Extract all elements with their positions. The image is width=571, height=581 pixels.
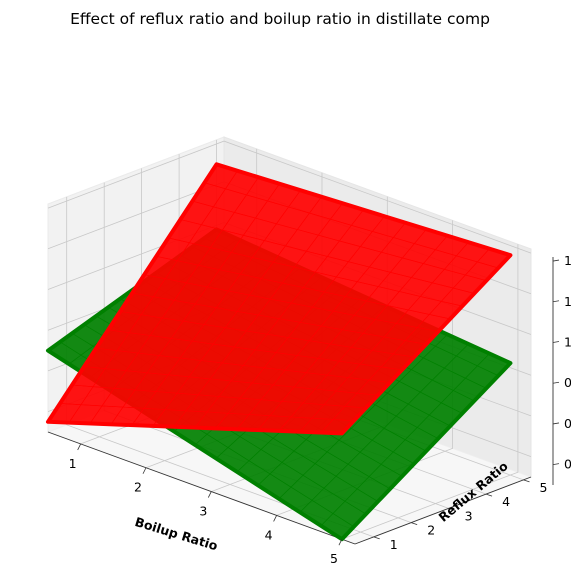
surface-edge bbox=[46, 162, 513, 436]
y-tick-mark bbox=[373, 536, 380, 540]
y-tick-mark bbox=[523, 479, 530, 483]
z-tick-label: 0.6 bbox=[564, 416, 571, 431]
z-tick-mark bbox=[552, 381, 560, 384]
x-tick-mark bbox=[273, 515, 277, 522]
y-tick-label: 4 bbox=[502, 494, 510, 509]
y-tick-label: 2 bbox=[427, 523, 435, 538]
x-tick-label: 5 bbox=[330, 551, 338, 566]
x-tick-label: 2 bbox=[134, 480, 142, 495]
x-tick-mark bbox=[77, 443, 82, 451]
z-tick-mark bbox=[552, 300, 560, 303]
z-tick-label: 1.2 bbox=[564, 294, 571, 309]
z-tick-label: 1.4 bbox=[564, 253, 571, 268]
gridline-x bbox=[341, 244, 519, 540]
z-tick-mark bbox=[552, 463, 560, 466]
x-tick-mark bbox=[142, 467, 147, 474]
x-tick-label: 1 bbox=[69, 456, 77, 471]
gridline-y bbox=[66, 196, 374, 538]
y-tick-label: 3 bbox=[465, 508, 473, 523]
z-tick-label: 0.4 bbox=[564, 457, 571, 472]
y-tick-label: 5 bbox=[540, 480, 548, 495]
data-surfaces bbox=[46, 162, 513, 542]
chart-title: Effect of reflux ratio and boilup ratio … bbox=[70, 10, 490, 28]
z-tick-mark bbox=[552, 259, 560, 262]
x-axis-label: Boilup Ratio bbox=[133, 514, 220, 554]
z-tick-label: 0.8 bbox=[564, 375, 571, 390]
z-tick-mark bbox=[552, 422, 560, 425]
x-tick-mark bbox=[338, 539, 343, 546]
y-tick-mark bbox=[448, 507, 455, 511]
y-axis-line bbox=[354, 476, 532, 545]
tick-labels: 1 2 3 4 5 1 2 3 4 5 0.4 0.6 0.8 1.0 1.2 1.4 bbox=[69, 253, 571, 566]
axes bbox=[47, 257, 554, 545]
x-tick-label: 3 bbox=[199, 504, 207, 519]
x-tick-mark bbox=[207, 491, 212, 498]
gridline-z bbox=[47, 140, 532, 254]
z-tick-label: 1.0 bbox=[564, 335, 571, 350]
surface-series-red bbox=[46, 162, 513, 436]
z-tick-mark bbox=[552, 341, 560, 343]
y-tick-mark bbox=[411, 522, 418, 525]
x-tick-label: 4 bbox=[265, 527, 273, 542]
y-tick-label: 1 bbox=[390, 537, 398, 552]
x-axis-line bbox=[47, 431, 356, 545]
y-tick-mark bbox=[485, 493, 493, 497]
